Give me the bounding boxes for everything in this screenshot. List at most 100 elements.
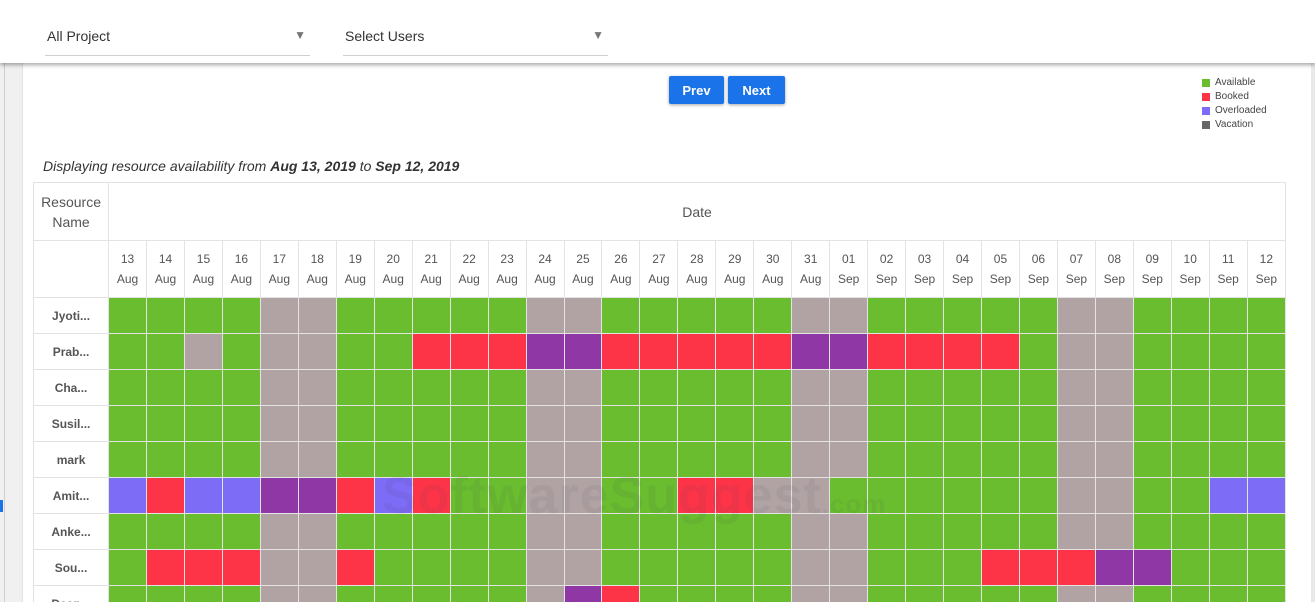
availability-cell[interactable] xyxy=(183,333,223,370)
availability-cell[interactable] xyxy=(905,441,945,478)
availability-cell[interactable] xyxy=(411,549,451,586)
availability-cell[interactable] xyxy=(829,405,869,442)
availability-cell[interactable] xyxy=(980,333,1020,370)
availability-cell[interactable] xyxy=(1094,441,1134,478)
availability-cell[interactable] xyxy=(373,477,413,514)
availability-cell[interactable] xyxy=(1094,549,1134,586)
availability-cell[interactable] xyxy=(1018,441,1058,478)
availability-cell[interactable] xyxy=(639,477,679,514)
availability-cell[interactable] xyxy=(943,441,982,478)
availability-cell[interactable] xyxy=(791,477,831,514)
availability-cell[interactable] xyxy=(297,585,337,602)
availability-cell[interactable] xyxy=(411,297,451,334)
availability-cell[interactable] xyxy=(373,333,413,370)
availability-cell[interactable] xyxy=(601,333,641,370)
availability-cell[interactable] xyxy=(373,585,413,602)
availability-cell[interactable] xyxy=(487,405,527,442)
availability-cell[interactable] xyxy=(449,513,489,550)
availability-cell[interactable] xyxy=(221,441,261,478)
availability-cell[interactable] xyxy=(411,333,451,370)
availability-cell[interactable] xyxy=(677,369,717,406)
availability-cell[interactable] xyxy=(715,297,755,334)
availability-cell[interactable] xyxy=(601,369,641,406)
availability-cell[interactable] xyxy=(791,513,831,550)
availability-cell[interactable] xyxy=(146,405,185,442)
availability-cell[interactable] xyxy=(1018,585,1058,602)
resource-name[interactable]: mark xyxy=(33,441,110,478)
availability-cell[interactable] xyxy=(183,549,223,586)
availability-cell[interactable] xyxy=(525,477,565,514)
availability-cell[interactable] xyxy=(221,477,261,514)
availability-cell[interactable] xyxy=(1132,549,1172,586)
availability-cell[interactable] xyxy=(639,585,679,602)
availability-cell[interactable] xyxy=(1208,513,1248,550)
project-select[interactable]: All Project ▼ xyxy=(45,22,310,56)
availability-cell[interactable] xyxy=(525,405,565,442)
availability-cell[interactable] xyxy=(259,585,299,602)
availability-cell[interactable] xyxy=(715,477,755,514)
availability-cell[interactable] xyxy=(183,405,223,442)
availability-cell[interactable] xyxy=(980,585,1020,602)
availability-cell[interactable] xyxy=(146,333,185,370)
availability-cell[interactable] xyxy=(1208,585,1248,602)
availability-cell[interactable] xyxy=(980,369,1020,406)
availability-cell[interactable] xyxy=(1056,333,1096,370)
availability-cell[interactable] xyxy=(715,369,755,406)
availability-cell[interactable] xyxy=(146,477,185,514)
availability-cell[interactable] xyxy=(1056,441,1096,478)
availability-cell[interactable] xyxy=(943,297,982,334)
availability-cell[interactable] xyxy=(259,549,299,586)
availability-cell[interactable] xyxy=(867,333,907,370)
availability-cell[interactable] xyxy=(677,513,717,550)
availability-cell[interactable] xyxy=(335,513,375,550)
availability-cell[interactable] xyxy=(791,549,831,586)
availability-cell[interactable] xyxy=(449,441,489,478)
availability-cell[interactable] xyxy=(1094,333,1134,370)
availability-cell[interactable] xyxy=(297,513,337,550)
availability-cell[interactable] xyxy=(943,549,982,586)
availability-cell[interactable] xyxy=(601,513,641,550)
availability-cell[interactable] xyxy=(601,549,641,586)
availability-cell[interactable] xyxy=(1246,513,1286,550)
availability-cell[interactable] xyxy=(601,585,641,602)
availability-cell[interactable] xyxy=(146,585,185,602)
availability-cell[interactable] xyxy=(715,405,755,442)
availability-cell[interactable] xyxy=(753,333,793,370)
availability-cell[interactable] xyxy=(905,549,945,586)
users-select[interactable]: Select Users ▼ xyxy=(343,22,608,56)
availability-cell[interactable] xyxy=(943,513,982,550)
availability-cell[interactable] xyxy=(183,297,223,334)
availability-cell[interactable] xyxy=(108,513,148,550)
availability-cell[interactable] xyxy=(1208,369,1248,406)
availability-cell[interactable] xyxy=(943,477,982,514)
availability-cell[interactable] xyxy=(411,585,451,602)
availability-cell[interactable] xyxy=(753,405,793,442)
availability-cell[interactable] xyxy=(715,513,755,550)
availability-cell[interactable] xyxy=(905,513,945,550)
availability-cell[interactable] xyxy=(525,549,565,586)
availability-cell[interactable] xyxy=(829,297,869,334)
availability-cell[interactable] xyxy=(297,405,337,442)
availability-cell[interactable] xyxy=(1056,585,1096,602)
availability-cell[interactable] xyxy=(335,477,375,514)
availability-cell[interactable] xyxy=(867,297,907,334)
availability-cell[interactable] xyxy=(146,513,185,550)
availability-cell[interactable] xyxy=(601,405,641,442)
availability-cell[interactable] xyxy=(487,513,527,550)
availability-cell[interactable] xyxy=(753,513,793,550)
availability-cell[interactable] xyxy=(373,405,413,442)
availability-cell[interactable] xyxy=(753,369,793,406)
availability-cell[interactable] xyxy=(108,297,148,334)
availability-cell[interactable] xyxy=(449,585,489,602)
availability-cell[interactable] xyxy=(1094,477,1134,514)
availability-cell[interactable] xyxy=(639,405,679,442)
availability-cell[interactable] xyxy=(221,513,261,550)
availability-cell[interactable] xyxy=(980,477,1020,514)
availability-cell[interactable] xyxy=(373,441,413,478)
availability-cell[interactable] xyxy=(183,513,223,550)
availability-cell[interactable] xyxy=(1056,477,1096,514)
availability-cell[interactable] xyxy=(1094,585,1134,602)
availability-cell[interactable] xyxy=(1056,297,1096,334)
availability-cell[interactable] xyxy=(221,333,261,370)
availability-cell[interactable] xyxy=(1170,477,1210,514)
